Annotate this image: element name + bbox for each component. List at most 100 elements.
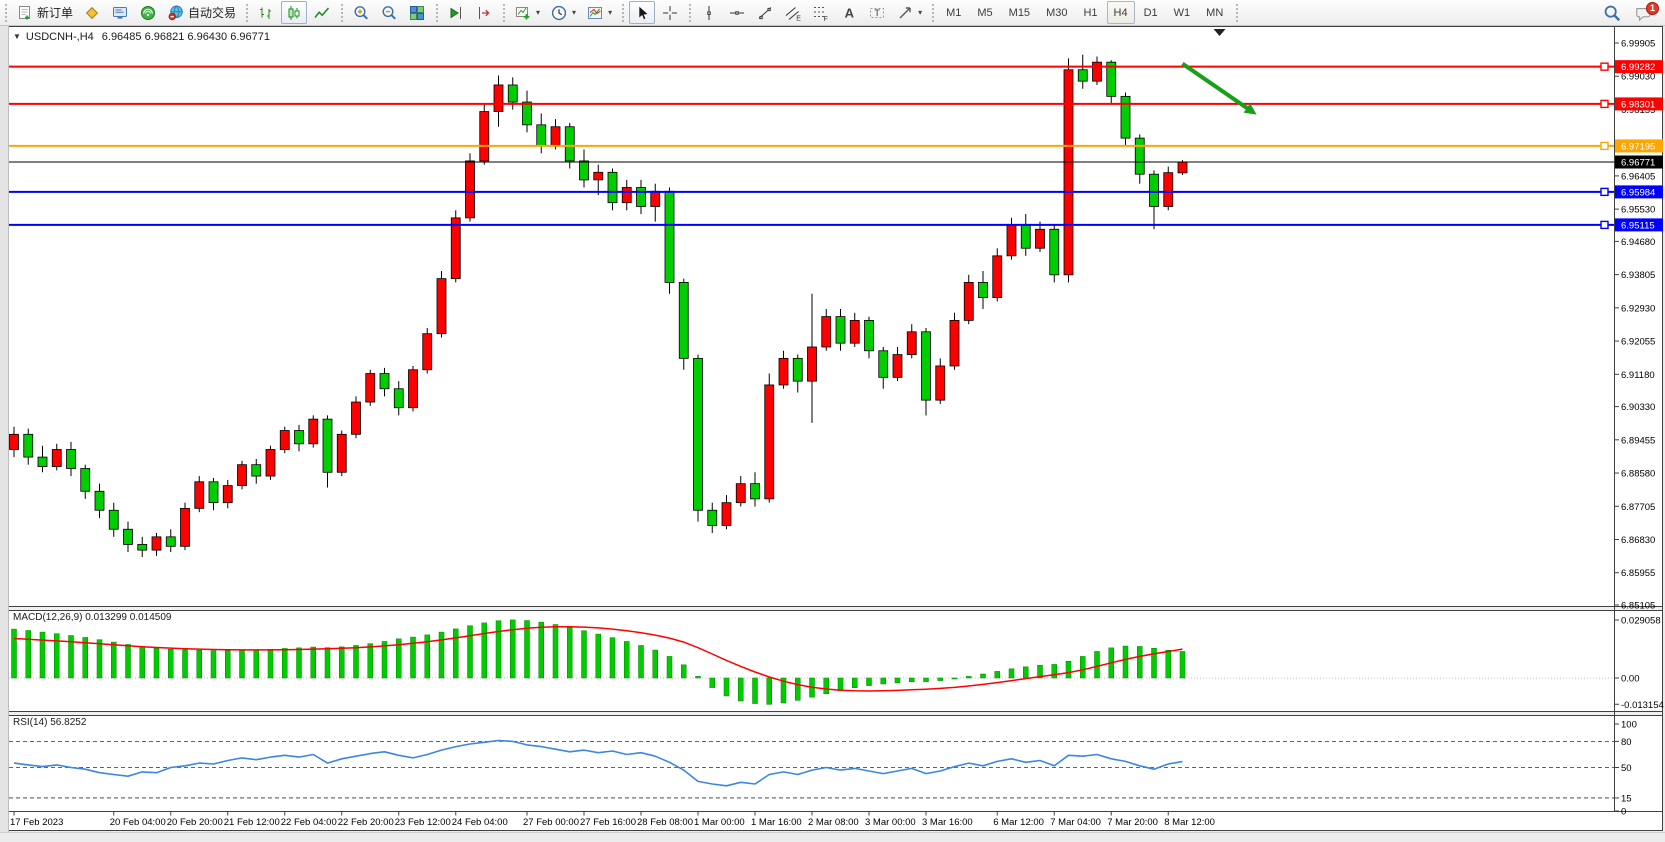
timeframe-m15-button[interactable]: M15: [1008, 6, 1031, 19]
arrows-icon: [899, 6, 911, 18]
trendline-button[interactable]: [752, 1, 778, 24]
svg-text:80: 80: [1621, 737, 1632, 748]
chart-ohlc-values: 6.96485 6.96821 6.96430 6.96771: [101, 31, 270, 43]
cursor-icon: [638, 4, 649, 20]
svg-text:22 Feb 20:00: 22 Feb 20:00: [338, 817, 394, 828]
chevron-down-icon[interactable]: ▾: [608, 8, 613, 17]
price-axis[interactable]: 6.99905 6.99030 6.98155 6.96405 6.95530 6.946…: [1614, 26, 1655, 812]
toolbar-separator: [500, 3, 508, 22]
toolbar-separator: [2, 3, 9, 22]
cursor-button[interactable]: [629, 1, 656, 24]
svg-text:6.97195: 6.97195: [1621, 141, 1655, 152]
chart-shift-marker[interactable]: [1213, 29, 1226, 36]
toolbar-separator: [243, 3, 251, 22]
macd-indicator-label: MACD(12,26,9) 0.013299 0.014509: [13, 612, 171, 623]
timeframe-m1-button[interactable]: M1: [946, 6, 962, 19]
rsi-value: 56.8252: [50, 717, 87, 728]
candlestick-chart-button[interactable]: [281, 1, 308, 24]
autotrading-button[interactable]: 自动交易: [163, 1, 240, 24]
svg-text:6 Mar 12:00: 6 Mar 12:00: [993, 817, 1044, 828]
svg-text:F: F: [824, 16, 828, 22]
new-order-button-label: 新订单: [37, 6, 74, 20]
horizontal-line-button[interactable]: [724, 1, 750, 24]
timeframe-h1-button[interactable]: H1: [1083, 6, 1098, 19]
timeframe-m5-button[interactable]: M5: [977, 6, 993, 19]
chevron-down-icon[interactable]: ▾: [918, 8, 923, 17]
auto-scroll-button[interactable]: [443, 1, 469, 24]
toolbar-separator: [929, 3, 937, 22]
green-arrow-annotation[interactable]: [1181, 62, 1257, 115]
timeframe-m30-button[interactable]: M30: [1046, 6, 1068, 19]
rsi-panel[interactable]: 100 80 50 15 0: [9, 720, 1637, 818]
svg-text:100: 100: [1621, 720, 1637, 731]
chart-list-button[interactable]: [79, 1, 105, 24]
horizontal-line-objects[interactable]: 6.99282 6.98301 6.97195 6.95984 6.95115 6.967…: [9, 60, 1663, 232]
panel-splitter[interactable]: [9, 711, 1662, 716]
hline-icon: [730, 10, 745, 15]
macd-signal-value: 0.014509: [129, 612, 172, 623]
svg-text:6.86830: 6.86830: [1621, 535, 1655, 546]
text-button[interactable]: A: [836, 1, 862, 24]
tile-windows-button[interactable]: [404, 1, 430, 24]
rsi-indicator-label: RSI(14) 56.8252: [13, 717, 86, 728]
svg-text:6.88580: 6.88580: [1621, 469, 1655, 480]
notifications-button[interactable]: 1: [1630, 1, 1659, 24]
indicators-button[interactable]: ▾: [510, 1, 544, 24]
svg-text:7 Mar 20:00: 7 Mar 20:00: [1107, 817, 1158, 828]
svg-text:6.91180: 6.91180: [1621, 370, 1655, 381]
chart-shift-button[interactable]: [471, 1, 497, 24]
timeframe-w1-button[interactable]: W1: [1173, 6, 1191, 19]
data-window-button[interactable]: [107, 1, 133, 24]
svg-text:6.96405: 6.96405: [1621, 171, 1655, 182]
line-chart-button[interactable]: [309, 1, 335, 24]
equidistant-channel-button[interactable]: E: [780, 1, 806, 24]
svg-text:0: 0: [1621, 807, 1626, 818]
chevron-down-icon[interactable]: ▾: [572, 8, 577, 17]
channel-icon: E: [785, 6, 801, 22]
vertical-line-button[interactable]: [696, 1, 722, 24]
bar-chart-button[interactable]: [253, 1, 279, 24]
toolbar-separator: [1233, 3, 1241, 22]
svg-text:6.85955: 6.85955: [1621, 568, 1655, 579]
fibonacci-button[interactable]: F: [808, 1, 834, 24]
toolbar-separator: [619, 3, 627, 22]
timeframe-mn-button[interactable]: MN: [1206, 6, 1224, 19]
time-axis[interactable]: 17 Feb 2023 20 Feb 04:00 20 Feb 20:00 21 Fe…: [10, 811, 1215, 829]
label-button[interactable]: T: [864, 1, 890, 24]
zoom-out-button[interactable]: [376, 1, 402, 24]
candles-icon: [288, 5, 300, 20]
svg-text:50: 50: [1621, 763, 1632, 774]
autotrading-button-label: 自动交易: [188, 6, 237, 20]
toolbar-right: 1: [1597, 0, 1665, 25]
diamond-icon: [85, 6, 99, 19]
svg-text:E: E: [796, 15, 801, 22]
search-icon: [1604, 5, 1621, 21]
new-order-button[interactable]: 新订单: [12, 1, 77, 24]
macd-panel[interactable]: 0.029058 0.00 -0.013154: [9, 616, 1664, 711]
text-a-icon: A: [845, 5, 855, 20]
svg-text:6.99030: 6.99030: [1621, 72, 1655, 83]
linechart-icon: [314, 7, 330, 18]
svg-text:24 Feb 04:00: 24 Feb 04:00: [452, 817, 508, 828]
svg-text:20 Feb 20:00: 20 Feb 20:00: [167, 817, 223, 828]
toolbar: 新订单 自动交易 ▾ ▾ ▾ E F A T ▾ M1 M5 M15 M30 H1 H4 D1 W1 MN 1: [0, 0, 1665, 26]
arrows-button[interactable]: ▾: [892, 1, 926, 24]
svg-text:6.99282: 6.99282: [1621, 62, 1655, 73]
svg-text:21 Feb 12:00: 21 Feb 12:00: [224, 817, 280, 828]
chevron-down-icon[interactable]: ▾: [536, 8, 541, 17]
signal-icon: [141, 5, 156, 20]
periods-button[interactable]: ▾: [546, 1, 580, 24]
timeframe-h4-button[interactable]: H4: [1106, 1, 1135, 24]
templates-button[interactable]: ▾: [582, 1, 616, 24]
zoom-in-button[interactable]: [348, 1, 374, 24]
candlestick-series[interactable]: [9, 54, 1188, 557]
chart-collapse-icon[interactable]: ▼: [13, 32, 21, 41]
timeframe-d1-button[interactable]: D1: [1143, 6, 1158, 19]
search-button[interactable]: [1598, 1, 1626, 24]
svg-text:0.029058: 0.029058: [1621, 616, 1661, 627]
panel-splitter[interactable]: [9, 606, 1662, 611]
crosshair-button[interactable]: [657, 1, 683, 24]
chart-title: ▼ USDCNH-,H4 6.96485 6.96821 6.96430 6.967…: [13, 31, 270, 43]
signals-button[interactable]: [135, 1, 161, 24]
